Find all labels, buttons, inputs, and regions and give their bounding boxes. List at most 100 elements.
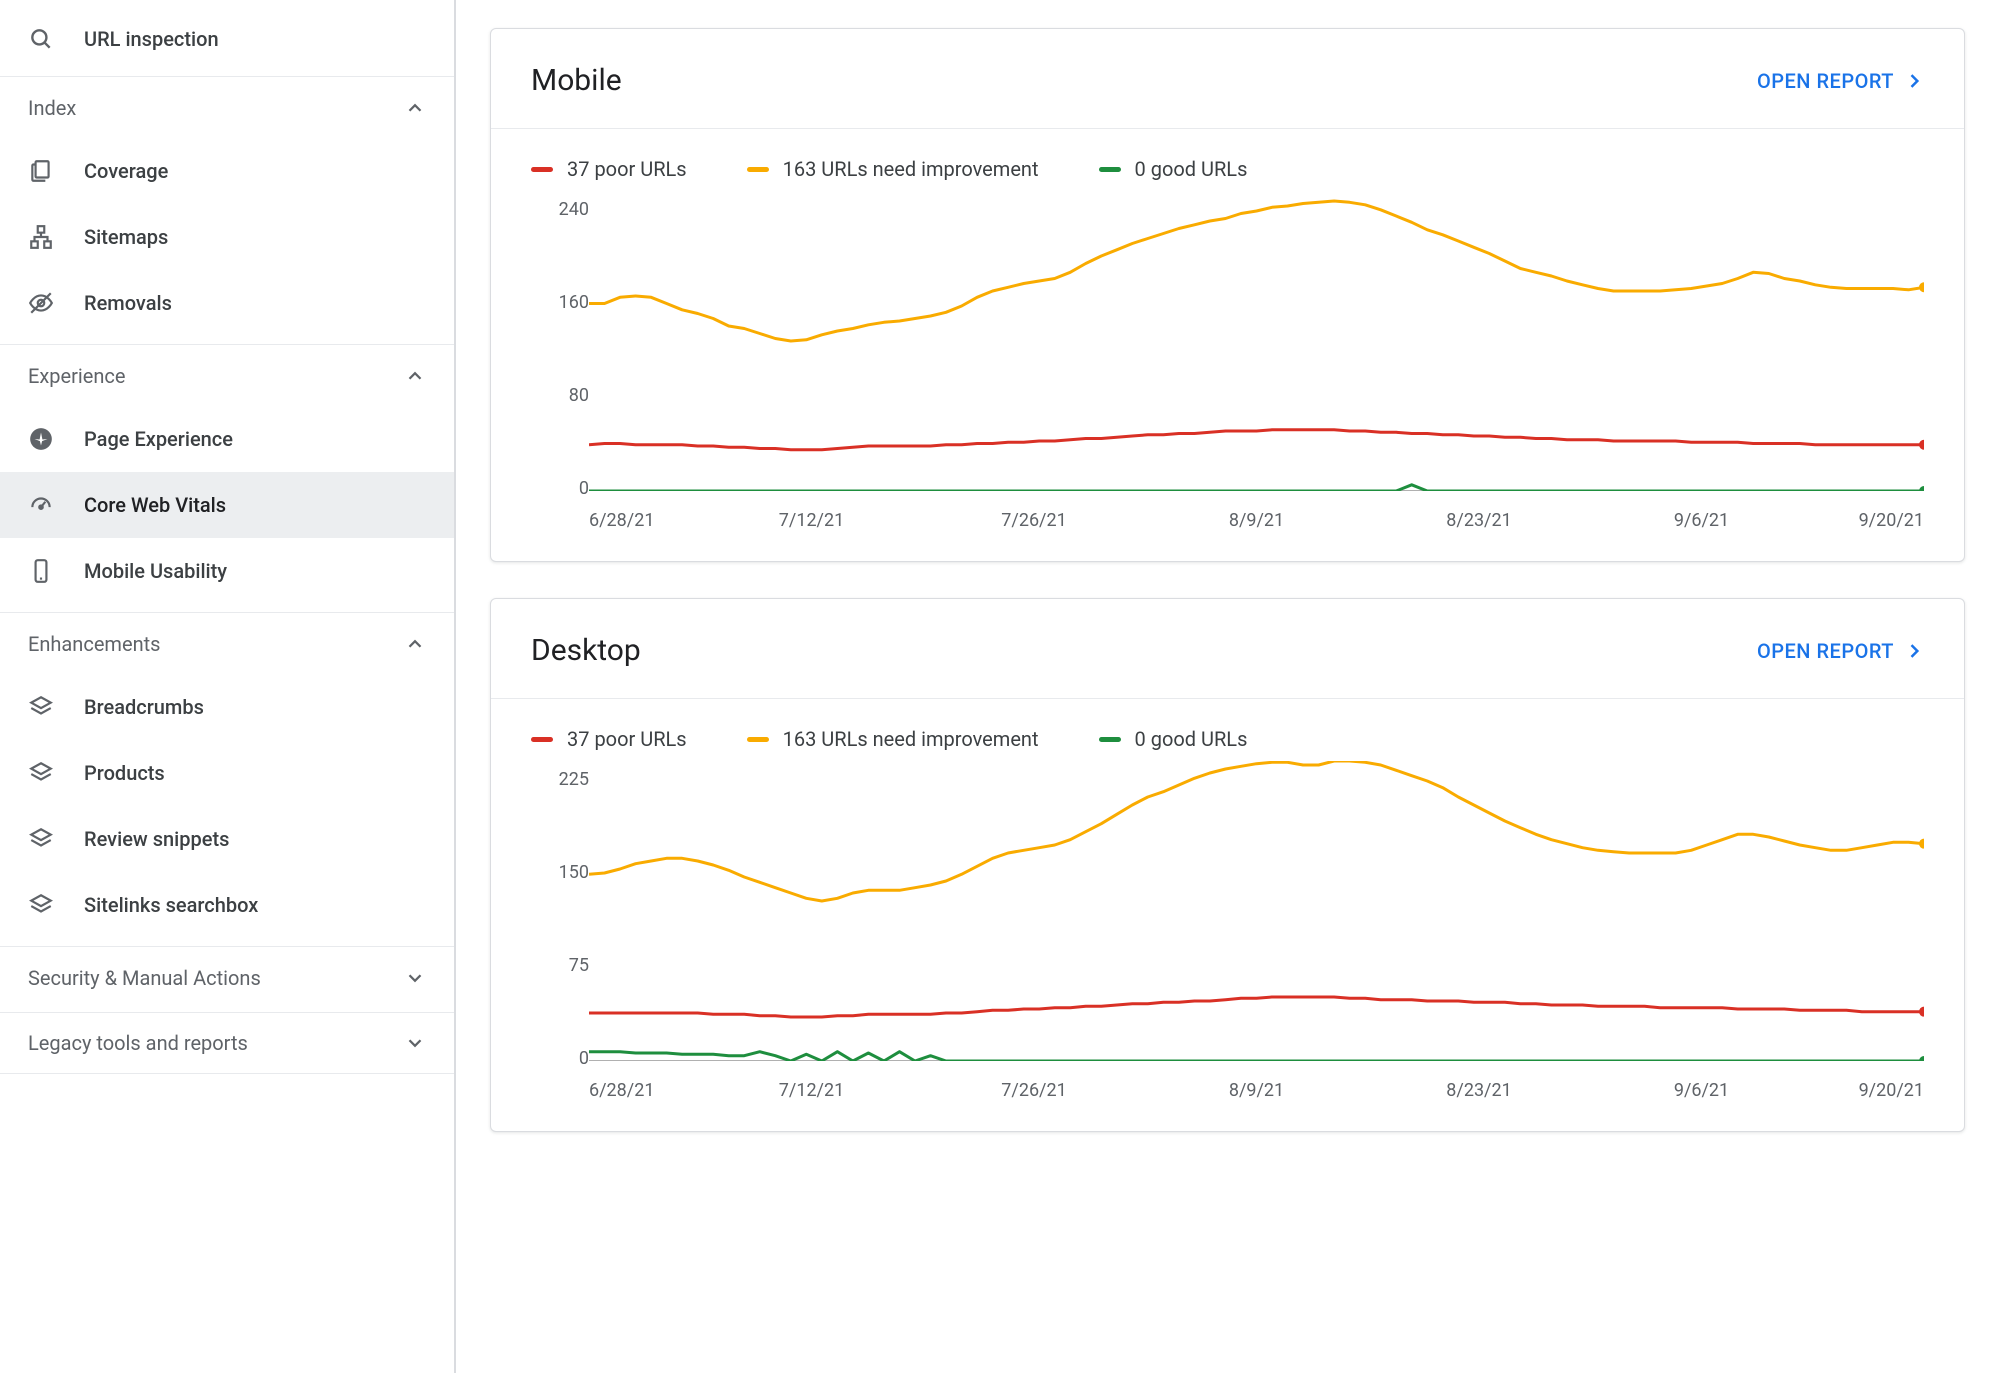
series-need xyxy=(589,761,1924,901)
section-legacy-title: Legacy tools and reports xyxy=(28,1031,248,1055)
open-report-label: OPEN REPORT xyxy=(1757,639,1894,663)
section-legacy[interactable]: Legacy tools and reports xyxy=(0,1012,454,1074)
section-index-items: Coverage Sitemaps Removals xyxy=(0,138,454,340)
nav-page-experience[interactable]: Page Experience xyxy=(0,406,454,472)
chevron-down-icon xyxy=(404,1032,426,1054)
section-enhancements[interactable]: Enhancements xyxy=(0,612,454,674)
legend-poor: 37 poor URLs xyxy=(531,727,687,751)
nav-review-snippets[interactable]: Review snippets xyxy=(0,806,454,872)
nav-core-web-vitals-label: Core Web Vitals xyxy=(84,493,226,517)
nav-coverage-label: Coverage xyxy=(84,159,168,183)
layers-icon xyxy=(28,760,84,786)
layers-icon xyxy=(28,826,84,852)
nav-breadcrumbs-label: Breadcrumbs xyxy=(84,695,204,719)
section-experience-title: Experience xyxy=(28,364,126,388)
nav-breadcrumbs[interactable]: Breadcrumbs xyxy=(0,674,454,740)
legend-good: 0 good URLs xyxy=(1099,157,1248,181)
open-report-mobile[interactable]: OPEN REPORT xyxy=(1757,69,1924,93)
xtick: 7/26/21 xyxy=(1001,510,1066,531)
card-mobile-header: Mobile OPEN REPORT xyxy=(491,29,1964,129)
xtick: 9/20/21 xyxy=(1859,1080,1924,1101)
xtick: 9/6/21 xyxy=(1674,1080,1729,1101)
nav-sitelinks-searchbox[interactable]: Sitelinks searchbox xyxy=(0,872,454,938)
section-experience[interactable]: Experience xyxy=(0,344,454,406)
xtick: 9/20/21 xyxy=(1859,510,1924,531)
plot-mobile xyxy=(589,191,1924,491)
chevron-up-icon xyxy=(404,633,426,655)
section-security[interactable]: Security & Manual Actions xyxy=(0,946,454,1008)
ytick: 225 xyxy=(559,769,589,790)
nav-url-inspection[interactable]: URL inspection xyxy=(0,6,454,72)
nav-sitemaps[interactable]: Sitemaps xyxy=(0,204,454,270)
nav-page-experience-label: Page Experience xyxy=(84,427,233,451)
yaxis-mobile: 240 160 80 0 xyxy=(511,191,589,491)
card-mobile: Mobile OPEN REPORT 37 poor URLs 163 URLs… xyxy=(490,28,1965,562)
swatch-good xyxy=(1099,167,1121,172)
nav-sitemaps-label: Sitemaps xyxy=(84,225,168,249)
legend-mobile: 37 poor URLs 163 URLs need improvement 0… xyxy=(491,129,1964,191)
legend-need: 163 URLs need improvement xyxy=(747,157,1039,181)
main-content: Mobile OPEN REPORT 37 poor URLs 163 URLs… xyxy=(456,0,1999,1373)
nav-core-web-vitals[interactable]: Core Web Vitals xyxy=(0,472,454,538)
nav-removals[interactable]: Removals xyxy=(0,270,454,336)
legend-need-label: 163 URLs need improvement xyxy=(783,727,1039,751)
section-enhancements-items: Breadcrumbs Products Review snippets Sit… xyxy=(0,674,454,942)
section-enhancements-title: Enhancements xyxy=(28,632,160,656)
layers-icon xyxy=(28,892,84,918)
xtick: 7/26/21 xyxy=(1001,1080,1066,1101)
section-index[interactable]: Index xyxy=(0,76,454,138)
series-good xyxy=(589,1052,1924,1061)
coverage-icon xyxy=(28,158,84,184)
section-security-title: Security & Manual Actions xyxy=(28,966,261,990)
ytick: 0 xyxy=(579,1048,589,1069)
ytick: 0 xyxy=(579,478,589,499)
series-poor-end-dot xyxy=(1919,440,1924,450)
chevron-up-icon xyxy=(404,97,426,119)
nav-removals-label: Removals xyxy=(84,291,172,315)
nav-sitelinks-searchbox-label: Sitelinks searchbox xyxy=(84,893,258,917)
section-experience-items: Page Experience Core Web Vitals Mobile U… xyxy=(0,406,454,608)
series-poor xyxy=(589,997,1924,1017)
chevron-right-icon xyxy=(1904,71,1924,91)
chart-mobile: 240 160 80 0 6/28/217/12/217/26/218/9/21… xyxy=(511,191,1924,531)
ytick: 150 xyxy=(559,862,589,883)
chart-desktop: 225 150 75 0 6/28/217/12/217/26/218/9/21… xyxy=(511,761,1924,1101)
card-desktop: Desktop OPEN REPORT 37 poor URLs 163 URL… xyxy=(490,598,1965,1132)
xtick: 8/23/21 xyxy=(1446,1080,1511,1101)
nav-coverage[interactable]: Coverage xyxy=(0,138,454,204)
legend-poor: 37 poor URLs xyxy=(531,157,687,181)
chevron-up-icon xyxy=(404,365,426,387)
removals-icon xyxy=(28,290,84,316)
series-good-end-dot xyxy=(1919,1056,1924,1061)
nav-products-label: Products xyxy=(84,761,165,785)
sitemaps-icon xyxy=(28,224,84,250)
series-poor xyxy=(589,430,1924,450)
xaxis-desktop: 6/28/217/12/217/26/218/9/218/23/219/6/21… xyxy=(589,1065,1924,1101)
swatch-poor xyxy=(531,737,553,742)
swatch-poor xyxy=(531,167,553,172)
series-good xyxy=(589,485,1924,491)
open-report-desktop[interactable]: OPEN REPORT xyxy=(1757,639,1924,663)
nav-review-snippets-label: Review snippets xyxy=(84,827,229,851)
card-mobile-title: Mobile xyxy=(531,63,622,98)
chart-svg xyxy=(589,761,1924,1061)
core-web-vitals-icon xyxy=(28,492,84,518)
ytick: 80 xyxy=(569,385,589,406)
swatch-need xyxy=(747,167,769,172)
nav-products[interactable]: Products xyxy=(0,740,454,806)
xtick: 6/28/21 xyxy=(589,1080,654,1101)
mobile-usability-icon xyxy=(28,558,84,584)
plot-desktop xyxy=(589,761,1924,1061)
xtick: 8/9/21 xyxy=(1229,510,1284,531)
series-need-end-dot xyxy=(1919,282,1924,292)
xtick: 6/28/21 xyxy=(589,510,654,531)
open-report-label: OPEN REPORT xyxy=(1757,69,1894,93)
legend-good: 0 good URLs xyxy=(1099,727,1248,751)
chevron-right-icon xyxy=(1904,641,1924,661)
legend-good-label: 0 good URLs xyxy=(1135,157,1248,181)
card-desktop-header: Desktop OPEN REPORT xyxy=(491,599,1964,699)
series-need-end-dot xyxy=(1919,839,1924,849)
nav-mobile-usability[interactable]: Mobile Usability xyxy=(0,538,454,604)
series-need xyxy=(589,201,1924,341)
legend-need-label: 163 URLs need improvement xyxy=(783,157,1039,181)
